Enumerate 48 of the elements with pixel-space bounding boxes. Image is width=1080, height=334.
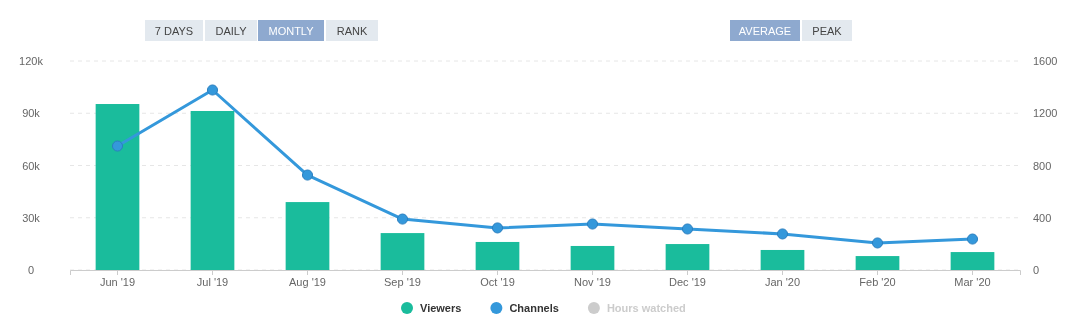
- y2-tick-label: 800: [1033, 159, 1052, 172]
- x-tick-label: Nov '19: [574, 276, 611, 288]
- y-tick-label: 60k: [22, 159, 41, 172]
- y-tick-label: 30k: [22, 211, 41, 224]
- bar: [855, 256, 900, 270]
- x-tick-label: Oct '19: [480, 276, 515, 288]
- bar: [285, 202, 330, 270]
- x-tick-label: Jan '20: [764, 276, 801, 288]
- y-tick-label: 0: [27, 264, 35, 277]
- point: [206, 84, 219, 96]
- y-tick-label: 120k: [19, 55, 44, 68]
- bar: [190, 110, 235, 270]
- bar: [475, 241, 520, 270]
- text: 7 DAYS: [154, 24, 194, 37]
- point: [871, 237, 884, 249]
- x-tick-label: Dec '19: [669, 276, 706, 288]
- text: DAILY: [215, 24, 248, 37]
- bar: [665, 244, 710, 270]
- point: [966, 233, 979, 245]
- bar: [95, 104, 140, 270]
- legend-label: Channels: [509, 302, 559, 314]
- text: RANK: [336, 24, 368, 37]
- text: MONTLY: [268, 24, 315, 37]
- point: [301, 169, 314, 181]
- y-tick-label: 90k: [22, 107, 41, 120]
- legend-label: Viewers: [420, 302, 462, 314]
- y2-tick-label: 1600: [1033, 55, 1058, 68]
- point: [396, 213, 409, 225]
- bar: [760, 249, 805, 270]
- bar: [380, 233, 425, 270]
- x-tick-label: Aug '19: [289, 276, 326, 288]
- text: AVERAGE: [738, 24, 792, 37]
- x-tick-label: Jun '19: [99, 276, 136, 288]
- point: [491, 222, 504, 234]
- point: [586, 218, 599, 230]
- x-tick-label: Feb '20: [859, 276, 896, 288]
- x-tick-label: Mar '20: [954, 276, 991, 288]
- x-tick-label: Sep '19: [384, 276, 421, 288]
- point: [111, 140, 124, 152]
- point: [776, 228, 789, 240]
- bar: [570, 245, 615, 270]
- y2-tick-label: 400: [1033, 211, 1052, 224]
- y2-tick-label: 0: [1033, 264, 1040, 277]
- bar: [950, 252, 995, 270]
- x-tick-label: Jul '19: [196, 276, 229, 288]
- y2-tick-label: 1200: [1033, 107, 1058, 120]
- text: PEAK: [812, 24, 843, 37]
- point: [681, 223, 694, 235]
